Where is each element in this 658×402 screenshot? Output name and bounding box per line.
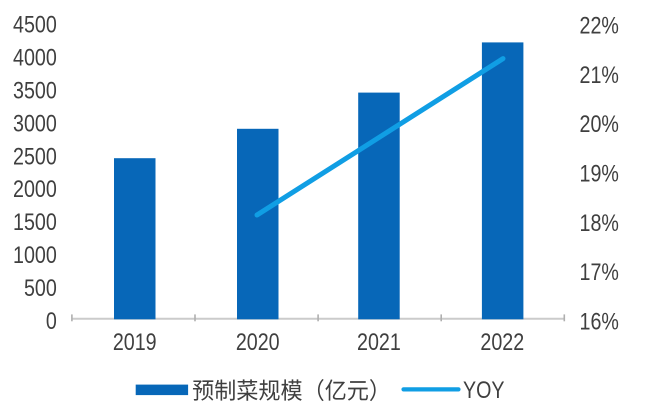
svg-text:4500: 4500	[13, 11, 57, 38]
svg-text:2022: 2022	[480, 328, 524, 355]
svg-text:500: 500	[24, 274, 57, 301]
svg-text:2020: 2020	[236, 328, 280, 355]
svg-text:16%: 16%	[580, 308, 619, 335]
svg-text:19%: 19%	[580, 160, 619, 187]
svg-text:21%: 21%	[580, 61, 619, 88]
svg-text:20%: 20%	[580, 110, 619, 137]
svg-text:3500: 3500	[13, 77, 57, 104]
svg-text:1000: 1000	[13, 241, 57, 268]
svg-text:1500: 1500	[13, 208, 57, 235]
svg-text:0: 0	[46, 307, 57, 334]
svg-text:YOY: YOY	[463, 376, 505, 402]
svg-text:3000: 3000	[13, 110, 57, 137]
svg-text:2000: 2000	[13, 175, 57, 202]
svg-text:2500: 2500	[13, 142, 57, 169]
svg-text:4000: 4000	[13, 44, 57, 71]
svg-text:17%: 17%	[580, 258, 619, 285]
svg-text:2019: 2019	[113, 328, 157, 355]
svg-text:18%: 18%	[580, 209, 619, 236]
svg-text:2021: 2021	[357, 328, 401, 355]
svg-text:22%: 22%	[580, 12, 619, 39]
